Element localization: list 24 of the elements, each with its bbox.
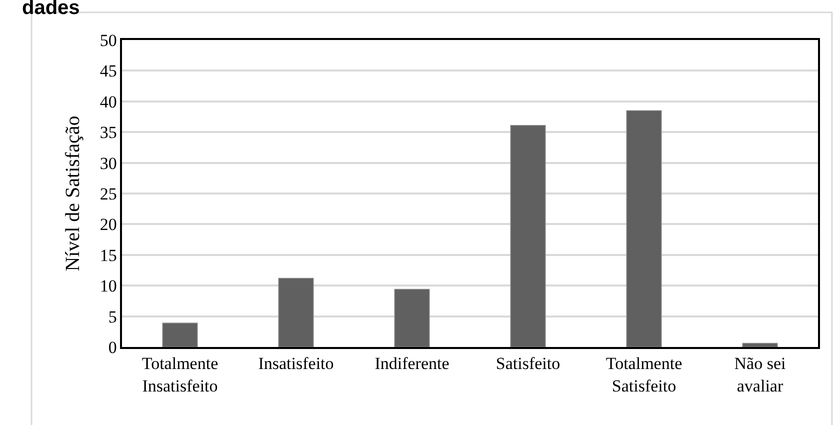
- y-tick-label: 30: [100, 154, 117, 173]
- bar: [394, 288, 430, 347]
- y-tick-label: 35: [100, 123, 117, 142]
- x-tick-label: Totalmente Insatisfeito: [142, 354, 218, 396]
- x-tick-label: Totalmente Satisfeito: [606, 354, 682, 396]
- y-tick-label: 40: [100, 92, 117, 112]
- y-tick-label: 20: [100, 215, 117, 234]
- y-tick-label: 15: [100, 246, 117, 265]
- y-tick-label: 50: [100, 30, 117, 50]
- x-tick-label: Indiferente: [374, 354, 450, 374]
- x-tick-label: Satisfeito: [496, 354, 560, 374]
- y-tick-label: 5: [108, 307, 117, 326]
- bar: [626, 110, 662, 347]
- y-axis-title: Nível de Satisfação: [62, 116, 84, 272]
- x-tick-label: Não sei avaliar: [734, 354, 786, 396]
- y-tick-label: 25: [100, 184, 117, 204]
- bar: [510, 124, 546, 347]
- bar: [278, 278, 314, 347]
- bar: [742, 342, 778, 347]
- y-tick-label: 45: [100, 62, 117, 81]
- y-tick-label: 0: [108, 338, 117, 357]
- x-tick-label: Insatisfeito: [258, 354, 334, 374]
- y-tick-label: 10: [100, 276, 117, 296]
- bar: [162, 322, 198, 347]
